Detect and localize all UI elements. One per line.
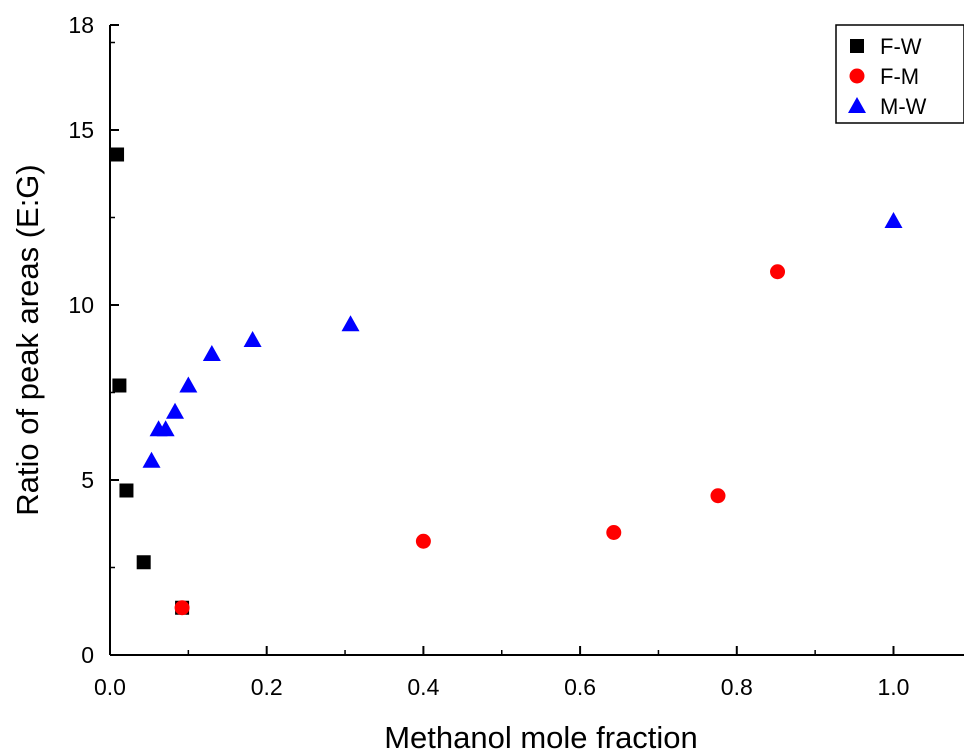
data-point-f-m bbox=[415, 533, 431, 549]
x-tick-label: 1.0 bbox=[877, 674, 909, 700]
data-point-m-w bbox=[243, 331, 262, 347]
y-tick-label: 0 bbox=[81, 642, 94, 668]
legend: F-W F-M M-W bbox=[835, 24, 964, 124]
x-tick-label: 0.4 bbox=[407, 674, 439, 700]
data-point-m-w bbox=[884, 212, 903, 228]
y-tick-label: 18 bbox=[68, 12, 94, 38]
data-point-f-w bbox=[112, 378, 127, 393]
x-axis-ticks: 0.0 0.2 0.4 0.6 0.8 1.0 bbox=[94, 646, 909, 700]
legend-marker-f-m bbox=[849, 68, 865, 84]
data-point-m-w bbox=[179, 376, 198, 393]
data-point-m-w bbox=[341, 315, 360, 332]
y-tick-label: 15 bbox=[68, 117, 94, 143]
x-tick-label: 0.8 bbox=[721, 674, 753, 700]
data-point-f-w bbox=[119, 483, 134, 498]
x-tick-label: 0.2 bbox=[251, 674, 283, 700]
data-point-f-m bbox=[710, 488, 726, 504]
legend-label-f-m: F-M bbox=[880, 64, 919, 89]
data-point-m-w bbox=[156, 420, 175, 437]
data-point-f-m bbox=[770, 264, 786, 280]
y-axis-title: Ratio of peak areas (E:G) bbox=[10, 164, 45, 516]
data-point-f-m bbox=[606, 525, 622, 540]
y-tick-label: 5 bbox=[81, 467, 94, 493]
x-tick-label: 0.0 bbox=[94, 674, 126, 700]
data-point-m-w bbox=[166, 402, 185, 419]
legend-label-m-w: M-W bbox=[880, 94, 927, 119]
data-points bbox=[110, 147, 903, 616]
y-axis-ticks: 0 5 10 15 18 bbox=[68, 12, 119, 668]
x-tick-label: 0.6 bbox=[564, 674, 596, 700]
data-point-f-m bbox=[174, 600, 190, 616]
data-point-m-w bbox=[142, 451, 161, 468]
legend-marker-m-w bbox=[848, 97, 866, 113]
data-point-f-w bbox=[136, 555, 151, 570]
data-point-f-w bbox=[110, 147, 125, 162]
y-tick-label: 10 bbox=[68, 292, 94, 318]
legend-label-f-w: F-W bbox=[880, 34, 922, 59]
x-axis-title: Methanol mole fraction bbox=[384, 720, 698, 753]
data-point-m-w bbox=[202, 345, 221, 361]
legend-marker-f-w bbox=[850, 39, 864, 53]
